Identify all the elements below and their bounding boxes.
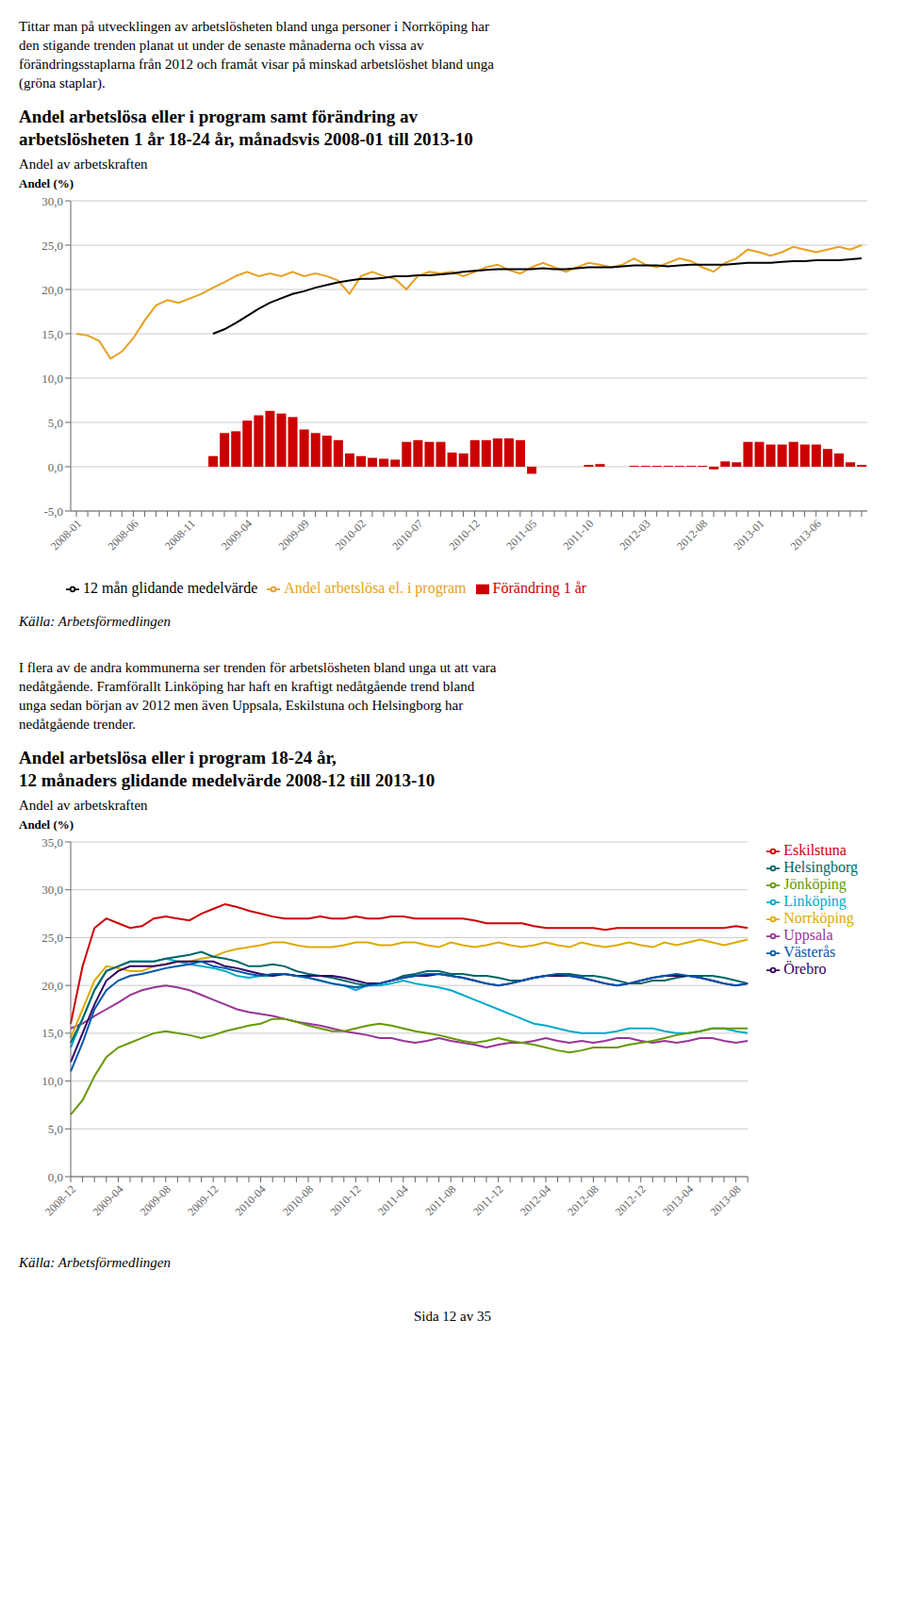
svg-text:25,0: 25,0 bbox=[41, 930, 64, 945]
svg-text:2010-07: 2010-07 bbox=[389, 516, 426, 553]
svg-text:30,0: 30,0 bbox=[41, 882, 64, 897]
html-text:Förändring 1 år: Förändring 1 år bbox=[492, 579, 587, 596]
svg-text:2009-08: 2009-08 bbox=[137, 1182, 174, 1218]
svg-text:25,0: 25,0 bbox=[41, 238, 64, 253]
svg-text:2012-03: 2012-03 bbox=[617, 516, 654, 553]
html-text:I flera av de andra kommunerna: I flera av de andra kommunerna ser trend… bbox=[18, 659, 497, 675]
svg-text:-5,0: -5,0 bbox=[43, 504, 64, 519]
svg-text:2012-04: 2012-04 bbox=[517, 1182, 554, 1218]
html-text:Andel av arbetskraften: Andel av arbetskraften bbox=[18, 156, 148, 172]
html-text:Eskilstuna: Eskilstuna bbox=[783, 841, 847, 858]
html-text:Andel av arbetskraften: Andel av arbetskraften bbox=[18, 797, 148, 813]
html-text:den stigande trenden planat ut: den stigande trenden planat ut under de … bbox=[18, 37, 424, 53]
svg-text:2008-01: 2008-01 bbox=[48, 516, 84, 553]
html-text:förändringsstaplarna från 2012: förändringsstaplarna från 2012 och framå… bbox=[18, 56, 494, 72]
html-text:Uppsala: Uppsala bbox=[783, 926, 833, 943]
svg-text:0,0: 0,0 bbox=[48, 1169, 64, 1185]
svg-text:2009-04: 2009-04 bbox=[218, 516, 255, 553]
html-text:Andel arbetslösa el. i program: Andel arbetslösa el. i program bbox=[284, 579, 467, 596]
html-text:Örebro: Örebro bbox=[783, 960, 827, 977]
svg-text:2009-04: 2009-04 bbox=[89, 1182, 126, 1218]
html-text:Andel arbetslösa eller i progr: Andel arbetslösa eller i program samt fö… bbox=[18, 106, 474, 149]
svg-text:20,0: 20,0 bbox=[41, 282, 64, 297]
html-text:unga sedan början av 2012 men: unga sedan början av 2012 men även Uppsa… bbox=[18, 697, 464, 713]
svg-text:20,0: 20,0 bbox=[41, 978, 64, 993]
svg-text:2011-04: 2011-04 bbox=[375, 1182, 412, 1218]
html-text:Västerås: Västerås bbox=[783, 943, 836, 960]
svg-text:10,0: 10,0 bbox=[41, 371, 64, 386]
html-text:Andel (%): Andel (%) bbox=[18, 817, 74, 832]
svg-text:2009-12: 2009-12 bbox=[184, 1182, 221, 1218]
svg-text:2011-12: 2011-12 bbox=[470, 1182, 507, 1218]
svg-text:2013-06: 2013-06 bbox=[788, 516, 824, 553]
svg-text:30,0: 30,0 bbox=[41, 194, 64, 209]
svg-text:15,0: 15,0 bbox=[41, 327, 64, 342]
html-text:Helsingborg: Helsingborg bbox=[783, 858, 858, 875]
html-text:Jönköping: Jönköping bbox=[783, 875, 847, 892]
html-text:Tittar man på utvecklingen av: Tittar man på utvecklingen av arbetslösh… bbox=[18, 18, 490, 34]
svg-text:2013-01: 2013-01 bbox=[730, 516, 767, 553]
html-text:Linköping: Linköping bbox=[783, 892, 847, 909]
html-text:Sida 12 av 35: Sida 12 av 35 bbox=[413, 1308, 492, 1324]
html-text:12 mån glidande medelvärde: 12 mån glidande medelvärde bbox=[82, 579, 258, 596]
html-text:Norrköping: Norrköping bbox=[783, 909, 854, 926]
svg-text:2011-05: 2011-05 bbox=[503, 516, 540, 553]
svg-text:2009-09: 2009-09 bbox=[275, 516, 312, 553]
svg-text:2012-12: 2012-12 bbox=[612, 1182, 649, 1218]
svg-text:2012-08: 2012-08 bbox=[564, 1182, 601, 1218]
html-text:(gröna staplar).: (gröna staplar). bbox=[18, 75, 106, 91]
svg-text:2010-08: 2010-08 bbox=[279, 1182, 316, 1218]
html-text:Källa: Arbetsförmedlingen: Källa: Arbetsförmedlingen bbox=[18, 1254, 171, 1270]
svg-text:2010-04: 2010-04 bbox=[232, 1182, 269, 1218]
svg-text:2008-11: 2008-11 bbox=[162, 516, 198, 553]
svg-text:15,0: 15,0 bbox=[41, 1025, 64, 1040]
svg-text:2012-08: 2012-08 bbox=[674, 516, 710, 553]
svg-text:0,0: 0,0 bbox=[48, 460, 64, 475]
svg-text:2013-08: 2013-08 bbox=[707, 1182, 744, 1218]
svg-text:5,0: 5,0 bbox=[48, 1121, 64, 1136]
svg-text:2010-02: 2010-02 bbox=[332, 516, 369, 553]
svg-text:2011-08: 2011-08 bbox=[422, 1182, 459, 1218]
svg-text:2010-12: 2010-12 bbox=[445, 516, 482, 553]
html-text:Källa: Arbetsförmedlingen: Källa: Arbetsförmedlingen bbox=[18, 613, 171, 629]
svg-text:5,0: 5,0 bbox=[48, 415, 64, 430]
html-text:Andel arbetslösa eller i progr: Andel arbetslösa eller i program 18-24 å… bbox=[18, 747, 435, 790]
svg-text:10,0: 10,0 bbox=[41, 1073, 64, 1088]
html-text:Andel (%): Andel (%) bbox=[18, 176, 74, 191]
html-text:nedåtgående. Framförallt Linkö: nedåtgående. Framförallt Linköping har h… bbox=[18, 678, 475, 694]
svg-text:2008-12: 2008-12 bbox=[42, 1182, 79, 1218]
svg-text:2008-06: 2008-06 bbox=[104, 516, 141, 553]
svg-text:35,0: 35,0 bbox=[41, 835, 64, 850]
svg-text:2010-12: 2010-12 bbox=[327, 1182, 363, 1218]
svg-text:2013-04: 2013-04 bbox=[659, 1182, 696, 1218]
svg-text:2011-10: 2011-10 bbox=[560, 516, 597, 553]
html-text:nedåtgående trender.: nedåtgående trender. bbox=[18, 716, 136, 732]
